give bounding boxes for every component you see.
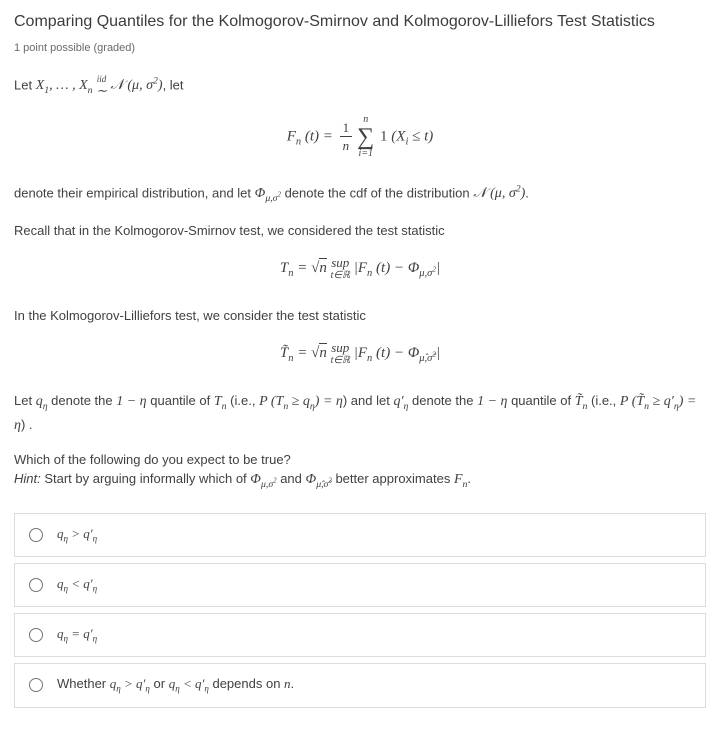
option-1-radio[interactable] (29, 528, 43, 542)
option-4-radio[interactable] (29, 678, 43, 692)
lilliefors-intro-text: In the Kolmogorov-Lilliefors test, we co… (14, 306, 706, 326)
options-group: qη > q′η qη < q′η qη = q′η Whether qη > … (14, 513, 706, 708)
option-4-label: Whether qη > q′η or qη < q′η depends on … (57, 674, 294, 696)
option-2-radio[interactable] (29, 578, 43, 592)
option-4[interactable]: Whether qη > q′η or qη < q′η depends on … (14, 663, 706, 707)
ks-recall-text: Recall that in the Kolmogorov-Smirnov te… (14, 221, 706, 241)
page-title: Comparing Quantiles for the Kolmogorov-S… (14, 10, 706, 34)
option-2[interactable]: qη < q′η (14, 563, 706, 607)
option-1-label: qη > q′η (57, 524, 97, 546)
quantile-definition-text: Let qη denote the 1 − η quantile of Tn (… (14, 391, 706, 435)
question-text: Which of the following do you expect to … (14, 450, 706, 493)
intro-paragraph: Let X1, … , Xn iid∼ 𝒩 (μ, σ2), let (14, 75, 706, 99)
option-3[interactable]: qη = q′η (14, 613, 706, 657)
empirical-distribution-text: denote their empirical distribution, and… (14, 183, 706, 207)
ks-statistic-formula: Tn = √n supt∈ℝ |Fn (t) − Φμ,σ2| (14, 256, 706, 282)
points-possible: 1 point possible (graded) (14, 40, 706, 57)
option-3-radio[interactable] (29, 628, 43, 642)
empirical-cdf-formula: Fn (t) = 1nn∑i=1 1 (Xi ≤ t) (14, 115, 706, 159)
option-1[interactable]: qη > q′η (14, 513, 706, 557)
option-3-label: qη = q′η (57, 624, 97, 646)
lilliefors-statistic-formula: T̃n = √n supt∈ℝ |Fn (t) − Φμ̂,σ̂2| (14, 341, 706, 367)
option-2-label: qη < q′η (57, 574, 97, 596)
